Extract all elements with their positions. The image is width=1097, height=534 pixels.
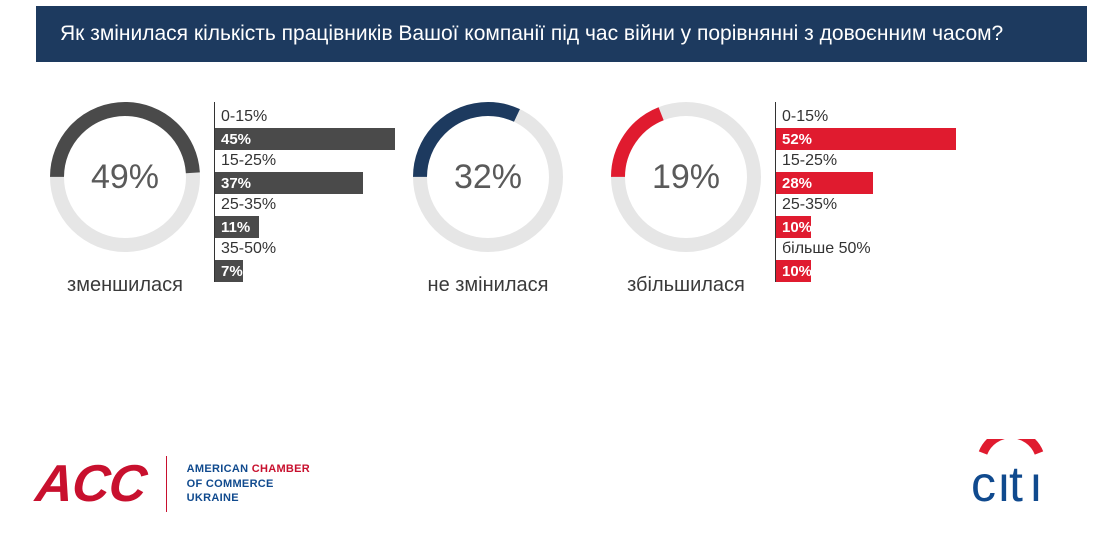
bar-row: більше 50%10% xyxy=(776,238,956,282)
bar-row: 15-25%37% xyxy=(215,150,395,194)
bar-range-label: 0-15% xyxy=(215,106,395,128)
svg-text:c: c xyxy=(971,456,996,512)
donut-chart: 32% xyxy=(413,102,563,252)
bar-value-label: 37% xyxy=(215,172,363,194)
footer-divider xyxy=(166,456,167,512)
bar-track: 10% xyxy=(776,216,956,238)
panel-unchanged: 32% не змінилася xyxy=(413,102,593,297)
bar-row: 25-35%11% xyxy=(215,194,395,238)
bar-track: 52% xyxy=(776,128,956,150)
svg-text:t: t xyxy=(1009,456,1023,512)
bars-container: 0-15%52%15-25%28%25-35%10%більше 50%10% xyxy=(775,102,956,282)
donut-percent-label: 49% xyxy=(50,102,200,252)
bar-fill: 28% xyxy=(776,172,873,194)
bar-row: 0-15%52% xyxy=(776,106,956,150)
bar-value-label: 10% xyxy=(776,260,811,282)
bar-value-label: 7% xyxy=(215,260,243,282)
bar-row: 15-25%28% xyxy=(776,150,956,194)
donut-wrap: 19% збільшилася xyxy=(611,102,761,297)
acc-line1b: CHAMBER xyxy=(252,463,310,475)
donut-percent-label: 32% xyxy=(413,102,563,252)
bar-track: 11% xyxy=(215,216,395,238)
bar-fill: 45% xyxy=(215,128,395,150)
panel-decreased: 49%зменшилася0-15%45%15-25%37%25-35%11%3… xyxy=(50,102,395,297)
title-bar: Як змінилася кількість працівників Вашої… xyxy=(36,6,1087,62)
bar-track: 28% xyxy=(776,172,956,194)
bar-fill: 10% xyxy=(776,260,811,282)
panels-container: 49%зменшилася0-15%45%15-25%37%25-35%11%3… xyxy=(0,62,1097,297)
donut-chart: 49% xyxy=(50,102,200,252)
bar-value-label: 45% xyxy=(215,128,395,150)
title-text: Як змінилася кількість працівників Вашої… xyxy=(60,22,1003,45)
panel-caption: не змінилася xyxy=(428,274,549,297)
bar-value-label: 52% xyxy=(776,128,956,150)
bar-range-label: 25-35% xyxy=(215,194,395,216)
donut-percent-label: 19% xyxy=(611,102,761,252)
citi-logo: c ı t ı xyxy=(957,439,1067,522)
acc-line2: OF COMMERCE xyxy=(187,477,310,492)
bar-row: 35-50%7% xyxy=(215,238,395,282)
bar-range-label: 15-25% xyxy=(215,150,395,172)
acc-line3: UKRAINE xyxy=(187,491,310,506)
bar-fill: 10% xyxy=(776,216,811,238)
bar-fill: 37% xyxy=(215,172,363,194)
svg-text:ı: ı xyxy=(1029,456,1043,512)
footer: ACC AMERICAN CHAMBER OF COMMERCE UKRAINE xyxy=(36,456,310,512)
bar-value-label: 10% xyxy=(776,216,811,238)
acc-line1a: AMERICAN xyxy=(187,463,252,475)
donut-chart: 19% xyxy=(611,102,761,252)
bar-value-label: 11% xyxy=(215,216,259,238)
bar-range-label: 25-35% xyxy=(776,194,956,216)
bar-fill: 11% xyxy=(215,216,259,238)
bar-value-label: 28% xyxy=(776,172,873,194)
bar-row: 25-35%10% xyxy=(776,194,956,238)
bar-range-label: більше 50% xyxy=(776,238,956,260)
panel-caption: збільшилася xyxy=(627,274,745,297)
bars-container: 0-15%45%15-25%37%25-35%11%35-50%7% xyxy=(214,102,395,282)
donut-wrap: 49% зменшилася xyxy=(50,102,200,297)
panel-increased: 19%збільшилася0-15%52%15-25%28%25-35%10%… xyxy=(611,102,956,297)
bar-track: 7% xyxy=(215,260,395,282)
bar-track: 37% xyxy=(215,172,395,194)
acc-logo: ACC xyxy=(33,458,148,510)
donut-wrap: 32% не змінилася xyxy=(413,102,563,297)
bar-range-label: 35-50% xyxy=(215,238,395,260)
bar-range-label: 0-15% xyxy=(776,106,956,128)
bar-track: 45% xyxy=(215,128,395,150)
bar-row: 0-15%45% xyxy=(215,106,395,150)
panel-caption: зменшилася xyxy=(67,274,183,297)
bar-fill: 52% xyxy=(776,128,956,150)
acc-subtext: AMERICAN CHAMBER OF COMMERCE UKRAINE xyxy=(187,462,310,507)
bar-range-label: 15-25% xyxy=(776,150,956,172)
bar-track: 10% xyxy=(776,260,956,282)
bar-fill: 7% xyxy=(215,260,243,282)
